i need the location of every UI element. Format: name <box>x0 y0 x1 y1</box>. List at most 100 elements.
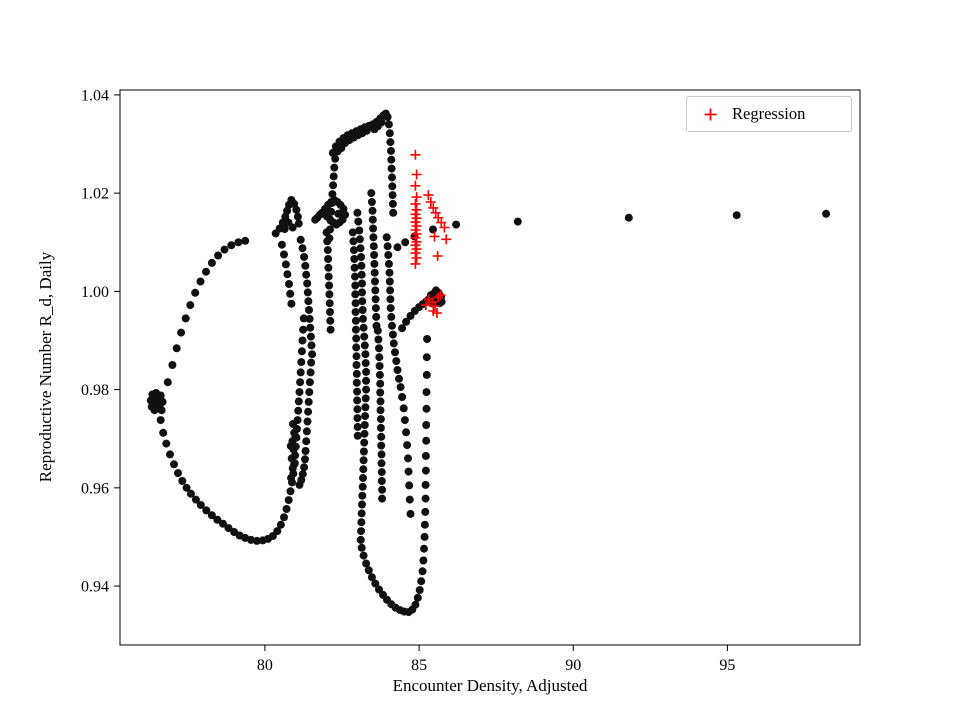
data-point <box>196 277 205 286</box>
data-point <box>422 388 431 397</box>
data-point <box>430 207 441 218</box>
data-point <box>389 208 398 217</box>
data-point <box>376 423 385 432</box>
data-point <box>360 421 369 429</box>
data-point <box>402 428 411 437</box>
data-point <box>423 190 434 201</box>
data-point <box>361 412 370 421</box>
data-point <box>384 251 393 259</box>
data-point <box>369 224 378 233</box>
data-point <box>328 190 337 199</box>
data-point <box>296 378 305 387</box>
data-point <box>372 312 381 321</box>
data-point <box>358 288 366 297</box>
data-point <box>300 463 309 472</box>
data-point <box>433 292 444 303</box>
data-point <box>356 535 365 544</box>
regression-plus-icon <box>704 108 717 120</box>
data-point <box>429 225 437 234</box>
data-point <box>429 231 440 242</box>
data-point <box>378 485 387 494</box>
data-point <box>383 242 392 251</box>
data-point <box>437 297 446 306</box>
data-point <box>357 261 366 270</box>
data-point <box>375 353 384 362</box>
data-point <box>286 289 295 298</box>
data-point <box>351 272 359 281</box>
data-point <box>399 404 408 413</box>
data-point <box>290 459 299 468</box>
data-point <box>371 304 380 313</box>
data-point <box>166 450 174 459</box>
data-point <box>387 164 396 173</box>
data-point <box>371 286 380 295</box>
data-point <box>286 487 295 496</box>
data-point <box>417 577 426 586</box>
data-point <box>423 335 432 343</box>
data-point <box>293 212 302 221</box>
data-point <box>352 369 361 378</box>
data-point <box>420 300 431 311</box>
data-point <box>358 306 367 314</box>
data-point <box>295 480 304 489</box>
data-point <box>441 234 452 245</box>
data-point <box>421 451 430 460</box>
data-point <box>213 515 222 524</box>
data-point <box>357 527 366 536</box>
data-point <box>400 416 409 425</box>
data-point <box>156 416 165 425</box>
data-point <box>367 573 376 582</box>
y-tick-label: 0.96 <box>81 480 109 497</box>
data-point <box>302 270 311 279</box>
data-point <box>207 258 216 267</box>
data-point <box>388 321 396 330</box>
data-point <box>303 279 312 288</box>
y-tick-label: 1.00 <box>81 284 109 301</box>
data-point <box>384 259 393 268</box>
data-point <box>304 397 313 406</box>
data-point <box>421 480 430 489</box>
data-point <box>305 388 314 397</box>
data-point <box>172 344 181 353</box>
data-point <box>405 495 414 504</box>
data-point <box>178 477 187 485</box>
data-point <box>296 368 305 377</box>
data-point <box>159 428 168 437</box>
data-point <box>413 593 422 602</box>
data-point <box>351 308 360 316</box>
data-point <box>370 251 379 259</box>
data-point <box>353 387 362 396</box>
data-point <box>388 199 397 208</box>
data-point <box>386 295 395 304</box>
data-point <box>349 237 358 246</box>
data-point <box>325 234 334 243</box>
data-point <box>422 404 431 413</box>
data-point <box>359 456 368 465</box>
data-point <box>302 437 311 446</box>
data-point <box>361 403 370 412</box>
data-point <box>421 466 430 475</box>
data-point <box>327 207 336 216</box>
data-point <box>359 551 368 560</box>
data-point <box>385 129 394 138</box>
data-point <box>411 204 422 215</box>
data-point <box>410 180 421 191</box>
data-point <box>196 501 205 509</box>
data-point <box>432 308 442 318</box>
data-point <box>402 317 411 326</box>
data-point <box>234 238 243 247</box>
data-point <box>326 216 335 225</box>
data-point <box>425 197 436 207</box>
data-point <box>415 586 424 594</box>
data-point <box>377 441 386 450</box>
data-point <box>353 405 362 414</box>
y-axis-label: Reproductive Number R_d, Daily <box>36 251 55 483</box>
data-point <box>306 323 315 332</box>
data-point <box>410 149 421 160</box>
data-point <box>388 182 397 191</box>
data-point <box>358 279 366 288</box>
data-point <box>396 383 405 392</box>
data-point <box>393 366 402 374</box>
data-point <box>418 567 427 576</box>
